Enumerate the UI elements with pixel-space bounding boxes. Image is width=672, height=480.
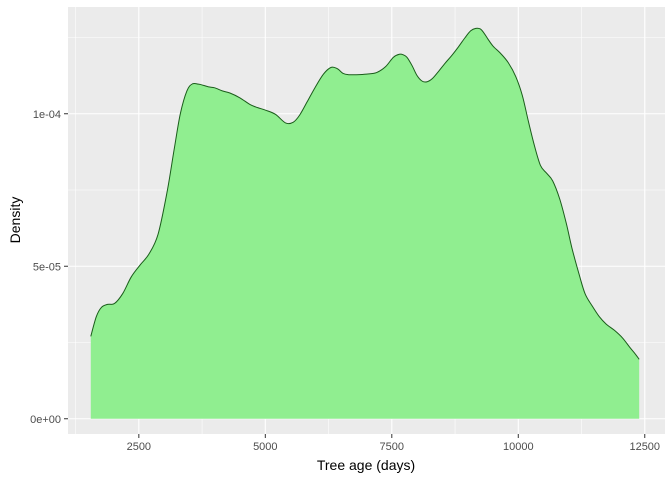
x-tick-label: 5000 <box>253 441 277 453</box>
x-tick-label: 12500 <box>629 441 660 453</box>
x-tick-label: 2500 <box>127 441 151 453</box>
x-tick-label: 7500 <box>380 441 404 453</box>
y-tick-label: 0e+00 <box>30 414 61 426</box>
y-axis: 0e+00 5e-05 1e-04 <box>30 109 68 426</box>
x-tick-label: 10000 <box>503 441 534 453</box>
x-axis: 2500 5000 7500 10000 12500 <box>127 434 660 453</box>
x-axis-title: Tree age (days) <box>317 457 415 473</box>
density-line <box>90 27 640 360</box>
y-tick-label: 1e-04 <box>33 109 61 121</box>
y-axis-title: Density <box>7 197 23 244</box>
density-area <box>90 28 640 419</box>
y-tick-label: 5e-05 <box>33 261 61 273</box>
